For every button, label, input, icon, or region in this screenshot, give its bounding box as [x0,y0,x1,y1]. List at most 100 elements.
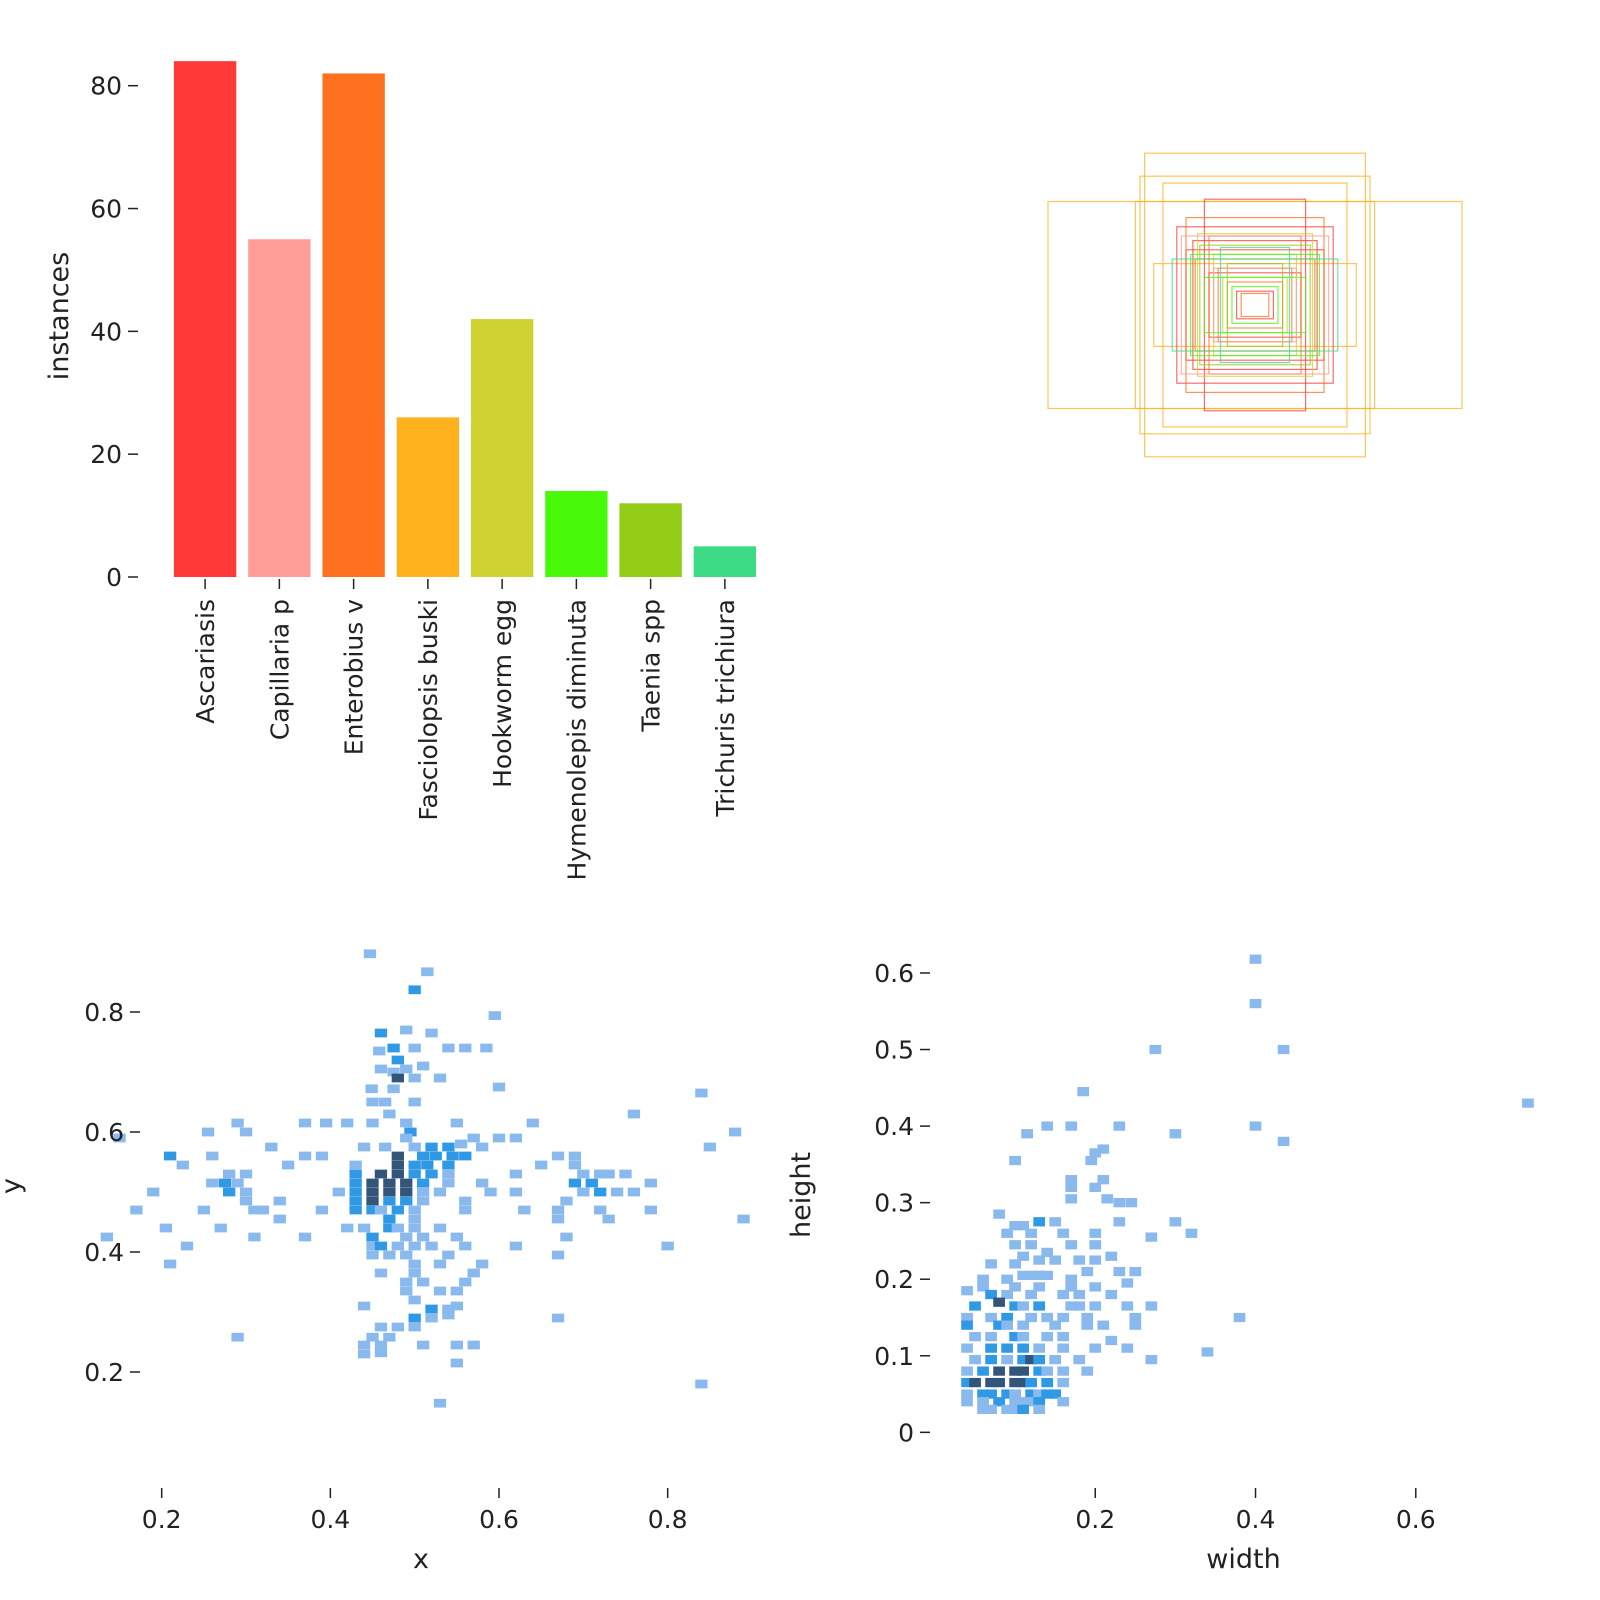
y-tick-label: 40 [90,317,122,346]
heatmap-cell [1033,1404,1046,1415]
bbox-outline [1189,253,1320,357]
bbox-outline [1192,240,1318,371]
heatmap-cell [408,1259,421,1269]
bbox-outline [1199,244,1311,366]
heatmap-cell [231,1118,244,1128]
heatmap-cell [1041,1377,1054,1388]
heatmap-cell [366,1118,379,1128]
x-tick-label: Fasciolopsis buski [414,599,443,821]
heatmap-cell [273,1196,286,1206]
bbox-outline [1203,276,1307,334]
heatmap-cell [159,1223,173,1233]
heatmap-cell [961,1366,973,1376]
heatmap-cell [433,1286,447,1296]
heatmap-cell [1169,1129,1182,1139]
heatmap-cell [1065,1121,1078,1131]
bbox-outline [1226,263,1284,348]
heatmap-cell [366,1250,379,1260]
heatmap-cell [977,1397,989,1407]
bar [173,61,237,578]
heatmap-cell [1073,1354,1086,1365]
heatmap-cell [256,1205,270,1215]
heatmap-cell [1073,1255,1086,1265]
heatmap-cell [1065,1182,1078,1192]
heatmap-cell [1017,1332,1029,1342]
heatmap-cell [408,1142,421,1152]
heatmap-cell [357,1142,371,1152]
heatmap-cell [1085,1155,1098,1166]
heatmap-cell [1033,1282,1046,1292]
heatmap-cell [1041,1121,1054,1131]
heatmap-cell [594,1205,607,1215]
heatmap-cell [961,1397,973,1407]
heatmap-cell [568,1178,582,1188]
width-height-heatmap-panel: 0.2 0.4 0.6 0 0.1 0.2 0.3 0.4 0.5 0.6 width height [786,954,1534,1575]
x-tick-label: 0.8 [648,1505,688,1534]
heatmap-cell [1025,1289,1038,1300]
heatmap-cell [1081,1320,1094,1330]
heatmap-cell [391,1169,404,1179]
heatmap-cell [180,1241,194,1251]
y-tick-label: 0 [898,1418,914,1447]
heatmap-cell [619,1169,632,1179]
heatmap-cell [1009,1404,1021,1415]
heatmap-cell [1125,1198,1138,1208]
heatmap-cell [560,1196,573,1206]
heatmap-cell [265,1142,278,1152]
heatmap-cell [383,1109,396,1119]
heatmap-cell [551,1205,565,1215]
heatmap-cell [421,1160,434,1170]
heatmap-cell [1089,1301,1102,1311]
x-tick-label: Hymenolepis diminuta [562,599,591,881]
heatmap-cell [450,1286,463,1296]
heatmap-cell [282,1160,295,1170]
y-axis-label: instances [44,252,75,380]
heatmap-cell [391,1205,404,1215]
heatmap-cell [408,1295,421,1305]
x-tick-label: 0.2 [142,1505,182,1534]
heatmap-cell [408,1073,421,1083]
heatmap-cell [1129,1312,1142,1323]
x-tick-label: Enterobius v [340,599,369,755]
heatmap-cell [509,1241,523,1251]
heatmap-cell [1033,1389,1046,1399]
heatmap-cell [602,1214,615,1224]
bbox-outline [1162,182,1348,428]
x-tick-label: 0.4 [310,1505,350,1534]
heatmap-cell [985,1389,997,1399]
bbox-outline [1217,267,1293,343]
heatmap-cell [400,1025,413,1035]
heatmap-cell [239,1187,253,1197]
heatmap-cell [425,1241,438,1251]
heatmap-cell [1065,1301,1078,1311]
heatmap-cell [459,1241,472,1251]
heatmap-cell [416,1196,430,1206]
heatmap-cell [488,1011,501,1020]
x-tick-label: 0.4 [1236,1505,1276,1534]
heatmap-cell [391,1241,404,1251]
bbox-outline [1134,200,1376,410]
heatmap-cell [1009,1220,1021,1231]
heatmap-cell [1097,1175,1110,1185]
heatmap-cell [357,1223,371,1233]
bbox-outline [1219,246,1291,364]
heatmap-cell [408,1322,421,1332]
heatmap-cell [467,1133,480,1143]
heatmap-cell [1065,1194,1078,1204]
heatmap-cell [1097,1320,1110,1330]
heatmap-cell [446,1151,459,1161]
heatmap-cell [1009,1389,1021,1399]
heatmap-cell [1001,1354,1013,1365]
heatmap-cell [163,1151,177,1161]
bbox-outline [1180,235,1330,375]
heatmap-cell [442,1304,455,1314]
heatmap-cell [1057,1312,1070,1323]
heatmap-cell [1522,1098,1534,1108]
heatmap-cell [594,1169,607,1179]
heatmap-cell [1025,1270,1038,1281]
heatmap-cell [248,1232,261,1242]
heatmap-cell [1033,1366,1046,1376]
heatmap-cell [1081,1366,1094,1376]
heatmap-cell [1025,1389,1038,1399]
heatmap-cell [526,1118,539,1128]
